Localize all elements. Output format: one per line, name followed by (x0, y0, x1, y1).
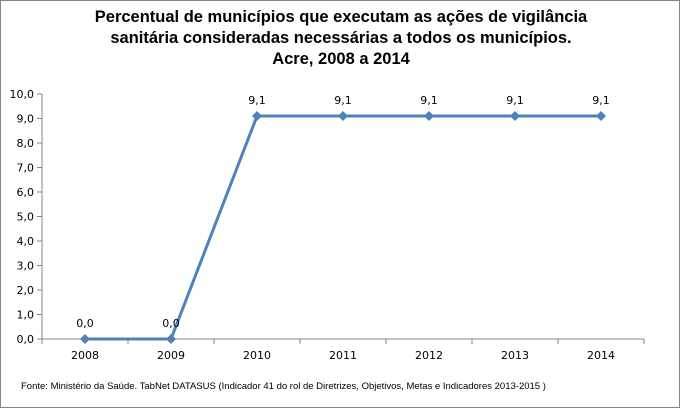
data-point (338, 111, 348, 122)
series-line (85, 114, 601, 341)
x-tick-label: 2013 (501, 349, 529, 362)
data-point (424, 111, 434, 122)
chart-title: Percentual de municípios que executam as… (1, 7, 679, 70)
y-tick-label: 5,0 (17, 211, 35, 224)
x-tick-label: 2010 (243, 349, 271, 362)
source-note: Fonte: Ministério da Saúde. TabNet DATAS… (21, 381, 546, 392)
x-tick-label: 2012 (415, 349, 443, 362)
chart-title-line-1: Percentual de municípios que executam as… (94, 8, 588, 26)
data-label: 9,1 (420, 94, 438, 107)
data-point (510, 111, 520, 122)
data-label: 9,1 (248, 94, 266, 107)
data-label: 9,1 (334, 94, 352, 107)
data-label: 0,0 (162, 317, 180, 330)
data-point (596, 111, 606, 122)
data-point (166, 334, 176, 344)
y-tick-label: 3,0 (17, 260, 35, 273)
y-tick-label: 9,0 (17, 113, 35, 126)
y-tick-label: 1,0 (17, 309, 35, 322)
data-point (80, 334, 90, 344)
y-tick-label: 2,0 (17, 284, 35, 297)
y-tick-label: 4,0 (17, 235, 35, 248)
data-point (252, 111, 262, 122)
data-label: 9,1 (592, 94, 610, 107)
y-tick-label: 7,0 (17, 162, 35, 175)
data-label: 0,0 (76, 317, 94, 330)
y-tick-label: 6,0 (17, 186, 35, 199)
x-tick-label: 2014 (587, 349, 615, 362)
y-tick-label: 10,0 (10, 88, 35, 101)
x-tick-label: 2009 (157, 349, 185, 362)
y-tick-label: 8,0 (17, 137, 35, 150)
x-tick-label: 2011 (329, 349, 357, 362)
y-tick-label: 0,0 (17, 333, 35, 346)
data-label: 9,1 (506, 94, 524, 107)
chart-title-line-2: sanitária consideradas necessárias a tod… (110, 29, 572, 47)
chart-title-line-3: Acre, 2008 a 2014 (272, 50, 410, 68)
x-tick-label: 2008 (71, 349, 99, 362)
